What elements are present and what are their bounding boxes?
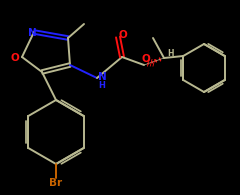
Text: O: O: [119, 30, 127, 40]
Text: O: O: [11, 53, 19, 63]
Text: N: N: [98, 72, 106, 82]
Text: H: H: [167, 50, 173, 58]
Text: N: N: [28, 28, 36, 38]
Text: H: H: [99, 81, 105, 90]
Text: Br: Br: [49, 178, 63, 188]
Text: O: O: [142, 54, 150, 64]
Text: ///: ///: [147, 58, 155, 67]
